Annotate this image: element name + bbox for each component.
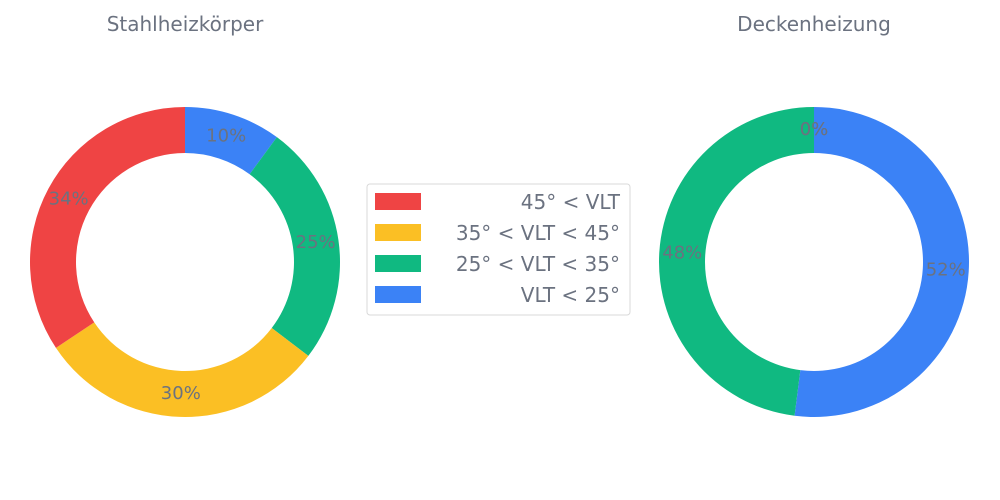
slice-percent-label: 30% — [161, 383, 201, 404]
slice-percent-label: 0% — [800, 119, 829, 140]
donut-slice-35-vlt-45 — [55, 322, 309, 417]
donut-slice-vlt-25 — [794, 107, 970, 418]
donut-chart-deckenheizung: Deckenheizung 52%48%0%0% — [659, 12, 970, 418]
legend-label: 45° < VLT — [521, 190, 621, 214]
legend: 45° < VLT 35° < VLT < 45° 25° < VLT < 35° V… — [366, 183, 631, 316]
donut-slice-45-vlt — [30, 107, 185, 348]
slice-percent-label: 10% — [206, 126, 246, 147]
legend-label: VLT < 25° — [521, 283, 620, 307]
chart-title-deckenheizung: Deckenheizung — [737, 12, 891, 36]
legend-swatch — [375, 286, 421, 303]
chart-title-stahlheizkoerper: Stahlheizkörper — [107, 12, 264, 36]
legend-box — [366, 183, 631, 316]
slice-percent-label: 25% — [296, 232, 336, 253]
donut-chart-stahlheizkoerper: Stahlheizkörper 10% 25% 30% 34% — [30, 12, 340, 417]
donut-slice-25-vlt-35 — [249, 137, 340, 356]
slice-percent-label: 34% — [49, 189, 89, 210]
slice-percent-label: 52% — [926, 259, 966, 280]
slice-percent-label: 48% — [662, 243, 702, 264]
legend-swatch — [375, 193, 421, 210]
donut-slice-25-vlt-35 — [659, 107, 814, 416]
donut-slice-vlt-25 — [185, 107, 277, 175]
slice-percent-label: 0% — [800, 119, 829, 140]
legend-label: 25° < VLT < 35° — [456, 252, 620, 276]
legend-swatch — [375, 255, 421, 272]
legend-label: 35° < VLT < 45° — [456, 221, 620, 245]
legend-swatch — [375, 224, 421, 241]
